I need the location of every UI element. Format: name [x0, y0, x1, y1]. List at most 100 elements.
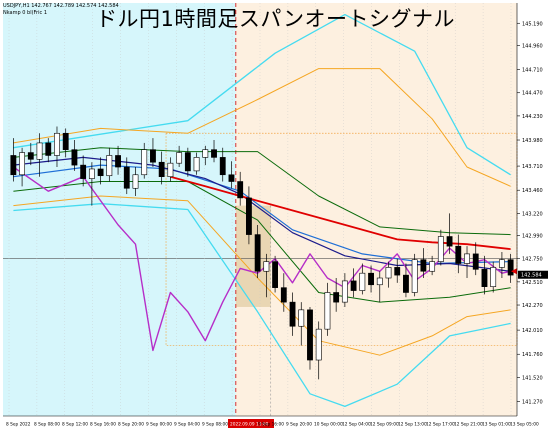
- candle-body: [97, 168, 104, 177]
- candle: [368, 265, 374, 293]
- candle: [359, 263, 366, 295]
- y-tick-label: 142.990: [522, 234, 543, 240]
- x-tick-label: 9 Sep 04:00: [174, 422, 200, 428]
- x-tick-label: 8 Sep 20:00: [118, 422, 144, 428]
- candle-body: [19, 152, 26, 176]
- candle-body: [88, 168, 95, 179]
- candle: [385, 261, 392, 288]
- y-tick-label: 142.270: [522, 303, 543, 309]
- candle: [219, 147, 226, 182]
- signal-arrow-marker: [511, 268, 517, 275]
- candle: [158, 151, 165, 185]
- candle: [176, 145, 183, 168]
- x-tick-label: 9 Sep 00:00: [146, 422, 172, 428]
- candle-body: [150, 149, 156, 163]
- candle: [228, 161, 235, 189]
- x-tick-label: 12 Sep 09:00: [370, 422, 399, 428]
- x-tick-label: 9 Sep 08:00: [202, 422, 228, 428]
- candle: [123, 157, 130, 195]
- y-tick-label: 143.980: [522, 138, 543, 144]
- candle: [315, 321, 322, 380]
- candle: [272, 255, 279, 293]
- x-label-highlight: [228, 419, 274, 428]
- candle-body: [472, 253, 479, 270]
- candle: [211, 140, 217, 163]
- candle-body: [176, 152, 183, 164]
- past-zone: [3, 3, 236, 416]
- candle: [333, 278, 340, 312]
- x-tick-label: 12 Sep 21:00: [454, 422, 483, 428]
- candle-body: [411, 259, 418, 293]
- candle: [19, 147, 26, 187]
- candle-body: [341, 280, 348, 303]
- line-magenta-chikou: [13, 166, 511, 352]
- x-tick-label: 13 Sep 01:00: [482, 422, 511, 428]
- y-tick-label: 143.460: [522, 188, 543, 194]
- candle-body: [359, 272, 366, 291]
- candle-body: [219, 157, 226, 176]
- candle: [507, 253, 514, 283]
- candle-body: [237, 181, 244, 199]
- candle: [341, 273, 348, 307]
- candle-body: [193, 157, 200, 172]
- candle-body: [490, 267, 497, 287]
- candle: [193, 152, 200, 175]
- candle: [115, 145, 121, 175]
- candle-body: [481, 269, 488, 287]
- signal-highlight-box: [235, 205, 271, 307]
- candle-body: [62, 132, 69, 150]
- current-price-label: 142.584: [521, 273, 542, 279]
- candle: [237, 171, 244, 206]
- candle-body: [123, 166, 130, 189]
- candle: [80, 155, 87, 187]
- x-tick-label: 10 Sep 00:00: [314, 422, 343, 428]
- candle-body: [141, 149, 148, 176]
- candle-body: [507, 259, 514, 276]
- candle: [106, 147, 113, 182]
- candle-body: [263, 261, 270, 272]
- candle-body: [307, 309, 313, 361]
- candle: [62, 128, 69, 158]
- candle-body: [376, 277, 383, 286]
- candle-body: [80, 164, 87, 179]
- candle-body: [54, 132, 60, 156]
- x-tick-label: 8 Sep 12:00: [62, 422, 88, 428]
- candle: [132, 167, 139, 196]
- y-tick-label: 145.190: [522, 21, 543, 27]
- candle: [36, 133, 43, 177]
- candle: [141, 142, 148, 179]
- candle: [420, 248, 427, 279]
- y-tick-label: 144.960: [522, 43, 543, 49]
- y-tick-label: 141.520: [522, 375, 543, 381]
- candle-body: [315, 328, 322, 361]
- candle-body: [298, 309, 305, 327]
- future-zone: [235, 3, 518, 416]
- candle: [150, 138, 156, 168]
- candle-body: [420, 259, 427, 272]
- y-tick-label: 144.470: [522, 91, 543, 97]
- x-tick-label: 13 Sep 05:00: [510, 422, 539, 428]
- candle-body: [498, 259, 505, 268]
- line-bb-outer-upper: [13, 13, 511, 176]
- y-tick-label: 141.270: [522, 400, 543, 406]
- candle: [167, 157, 174, 182]
- candle-body: [280, 287, 287, 303]
- x-tick-label-highlighted: 2022.09.09 13:00: [230, 422, 269, 428]
- line-bb-1-lower: [13, 181, 511, 303]
- x-tick-label: 9 Sep 20:00: [286, 422, 312, 428]
- candle: [245, 186, 252, 245]
- line-bb-1-upper: [13, 147, 511, 236]
- y-tick-label: 144.230: [522, 114, 543, 120]
- y-tick-label: 142.750: [522, 257, 543, 263]
- x-tick-label: 12 Sep 13:00: [398, 422, 427, 428]
- candle: [490, 261, 497, 293]
- candle-body: [132, 174, 139, 189]
- candle-body: [27, 152, 34, 160]
- candle: [324, 282, 331, 336]
- candle: [350, 268, 357, 298]
- candle: [88, 162, 95, 206]
- candle: [394, 258, 401, 283]
- x-tick-label: 9 Sep 16:00: [258, 422, 284, 428]
- y-tick-label: 142.510: [522, 280, 543, 286]
